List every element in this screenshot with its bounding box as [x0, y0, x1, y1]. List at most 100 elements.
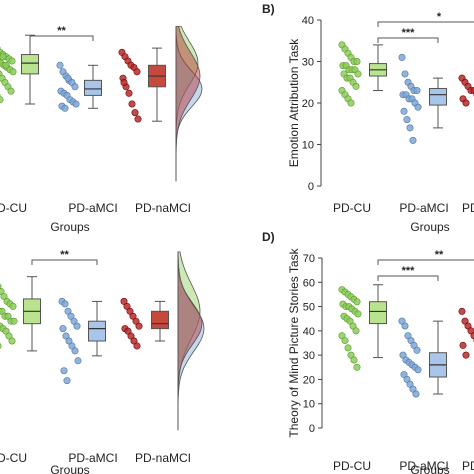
- data-point: [63, 377, 71, 385]
- data-point: [59, 325, 67, 333]
- significance-bracket: [377, 275, 439, 281]
- significance-bracket: [29, 35, 94, 41]
- panel-a: ** PD-CU PD-aMCI PD-naMCI Groups: [0, 25, 203, 234]
- data-point: [412, 390, 420, 398]
- significance-label: **: [57, 25, 66, 37]
- data-point: [347, 99, 355, 107]
- data-point: [74, 357, 82, 365]
- data-point: [125, 89, 133, 97]
- data-point: [354, 310, 362, 318]
- data-point: [403, 116, 411, 124]
- y-axis-label: Emotion Attribution Task: [287, 38, 301, 168]
- data-point: [0, 53, 7, 61]
- x-tick-label: PD-CU: [0, 201, 27, 215]
- significance-bracket: [377, 21, 474, 27]
- data-point: [56, 61, 64, 69]
- data-point: [406, 124, 414, 132]
- data-point: [341, 337, 349, 345]
- y-tick-label: 60: [303, 277, 315, 289]
- data-point: [414, 366, 422, 374]
- data-point: [9, 302, 17, 310]
- y-tick-label: 50: [303, 302, 315, 314]
- data-point: [71, 347, 79, 355]
- y-tick-label: 30: [303, 350, 315, 362]
- x-tick-label: PD-CU: [333, 459, 371, 473]
- data-point: [350, 356, 358, 364]
- y-tick-label: 10: [302, 140, 314, 152]
- data-point: [10, 317, 18, 325]
- data-point: [72, 100, 80, 108]
- x-tick-label: PD-aMCI: [68, 201, 117, 215]
- data-point: [458, 307, 466, 315]
- y-tick-label: 40: [302, 15, 314, 27]
- y-axis-label: Theory of Mind Picture Stories Task: [287, 247, 301, 437]
- significance-label: **: [60, 249, 69, 261]
- y-tick-label: 10: [303, 399, 315, 411]
- data-point: [61, 104, 69, 112]
- x-tick-label: PD-CU: [0, 451, 27, 465]
- y-tick-label: 70: [303, 253, 315, 265]
- data-point: [134, 115, 142, 123]
- x-tick-label: PD-naMCI: [462, 201, 474, 215]
- data-point: [73, 322, 81, 330]
- x-axis-label: Groups: [50, 220, 89, 234]
- data-point: [71, 83, 79, 91]
- significance-label: *: [437, 11, 442, 23]
- data-point: [353, 298, 361, 306]
- y-tick-label: 20: [303, 374, 315, 386]
- data-point: [128, 100, 136, 108]
- x-tick-label: PD-aMCI: [399, 459, 448, 473]
- y-tick-label: 20: [302, 98, 314, 110]
- data-point: [120, 79, 128, 87]
- significance-label: ***: [402, 265, 416, 277]
- x-tick-label: PD-naMCI: [462, 459, 474, 473]
- data-point: [413, 346, 421, 354]
- data-point: [8, 337, 16, 345]
- data-point: [0, 343, 2, 349]
- y-tick-label: 0: [308, 181, 314, 193]
- data-point: [7, 87, 15, 95]
- data-point: [133, 68, 141, 76]
- x-axis-label: Groups: [410, 220, 449, 234]
- panel-c: ** PD-CU PD-aMCI PD-naMCI Groups: [0, 249, 205, 474]
- data-point: [61, 300, 69, 308]
- x-tick-label: PD-aMCI: [68, 451, 117, 465]
- x-axis-label: Groups: [410, 463, 449, 474]
- x-axis-label: Groups: [50, 463, 89, 474]
- data-point: [352, 82, 360, 90]
- x-tick-label: PD-naMCI: [135, 451, 191, 465]
- data-point: [462, 351, 470, 359]
- density-pd-namci: [175, 26, 201, 182]
- box-pd-amci: [88, 320, 106, 342]
- data-point: [60, 367, 68, 375]
- box-pd-namci: [151, 310, 169, 330]
- significance-label: ***: [402, 27, 416, 39]
- data-point: [353, 363, 361, 371]
- significance-bracket: [31, 259, 98, 265]
- data-point: [401, 322, 409, 330]
- data-point: [135, 322, 143, 330]
- data-point: [352, 327, 360, 335]
- significance-bracket: [377, 37, 439, 43]
- data-point: [409, 136, 417, 144]
- data-point: [0, 96, 4, 104]
- box-pd-cu: [21, 54, 39, 75]
- data-point: [353, 57, 361, 65]
- y-tick-label: 30: [302, 57, 314, 69]
- data-point: [459, 341, 467, 349]
- significance-label: **: [435, 249, 444, 261]
- data-point: [400, 107, 408, 115]
- y-tick-label: 40: [303, 326, 315, 338]
- data-point: [131, 109, 139, 117]
- panel-label: D): [262, 230, 275, 244]
- box-pd-cu: [369, 301, 387, 325]
- data-point: [401, 70, 409, 78]
- significance-bracket: [377, 259, 474, 265]
- data-point: [462, 99, 470, 107]
- data-point: [344, 344, 352, 352]
- box-pd-amci: [429, 87, 447, 106]
- data-point: [2, 61, 10, 69]
